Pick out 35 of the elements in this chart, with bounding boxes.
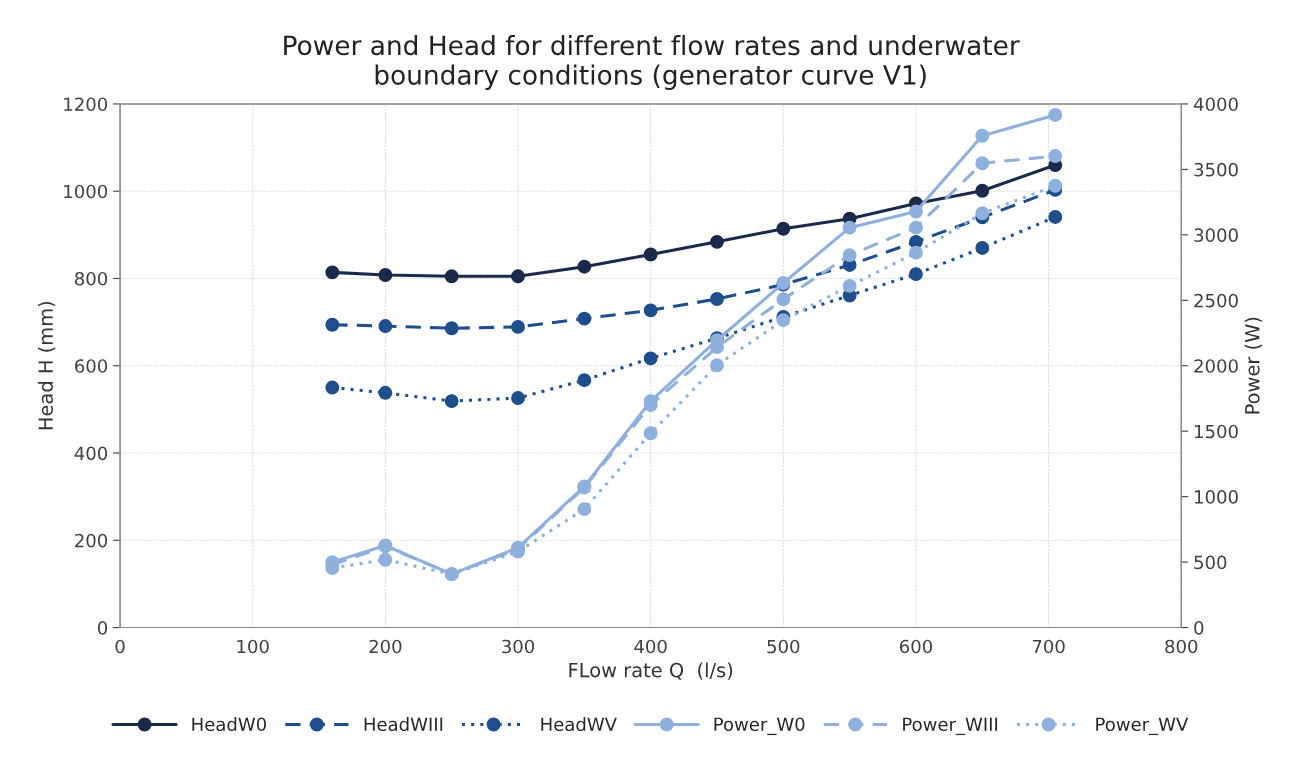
y-tick-label: 0 bbox=[97, 621, 108, 635]
y-tick-label: 600 bbox=[75, 359, 108, 373]
legend-label: Power_W0 bbox=[714, 717, 805, 736]
y2-tick-label: 0 bbox=[1194, 621, 1204, 635]
y-axis-title: Head H (mm) bbox=[37, 301, 56, 430]
y-tick-label: 800 bbox=[75, 271, 108, 286]
legend-label: HeadWV bbox=[541, 717, 617, 732]
y2-tick-label: 2000 bbox=[1194, 359, 1238, 373]
y2-tick-label: 1500 bbox=[1195, 424, 1238, 439]
y-tick-label: 1200 bbox=[64, 97, 108, 112]
y2-tick-label: 2500 bbox=[1194, 293, 1238, 308]
legend-label: HeadW0 bbox=[192, 717, 266, 732]
x-tick-label: 500 bbox=[767, 639, 800, 654]
legend-label: Power_WV bbox=[1096, 717, 1189, 736]
y-tick-label: 400 bbox=[74, 446, 108, 461]
x-axis-title: FLow rate Q (l/s) bbox=[569, 662, 733, 680]
y-tick-label: 1000 bbox=[64, 184, 108, 199]
x-tick-label: 800 bbox=[1165, 639, 1198, 654]
x-tick-label: 0 bbox=[115, 639, 125, 654]
chart-title: Power and Head for different flow rates and underwater boundary conditions (generator curve V1) bbox=[284, 34, 1020, 90]
legend-label: HeadWIII bbox=[364, 717, 443, 732]
y2-tick-label: 3000 bbox=[1194, 228, 1238, 242]
y2-tick-label: 3500 bbox=[1194, 162, 1238, 177]
y2-tick-label: 500 bbox=[1194, 555, 1227, 570]
x-tick-label: 600 bbox=[899, 639, 932, 654]
y2-tick-label: 1000 bbox=[1195, 490, 1238, 504]
y2-tick-label: 4000 bbox=[1193, 97, 1238, 112]
legend-label: Power_WIII bbox=[903, 717, 998, 736]
x-tick-label: 700 bbox=[1032, 639, 1065, 654]
x-tick-label: 400 bbox=[634, 639, 667, 654]
x-tick-label: 300 bbox=[502, 639, 535, 654]
x-tick-label: 200 bbox=[369, 639, 402, 654]
y-tick-label: 200 bbox=[75, 533, 108, 548]
x-tick-label: 100 bbox=[237, 639, 269, 654]
y2-axis-title: Power (W) bbox=[1244, 317, 1262, 414]
